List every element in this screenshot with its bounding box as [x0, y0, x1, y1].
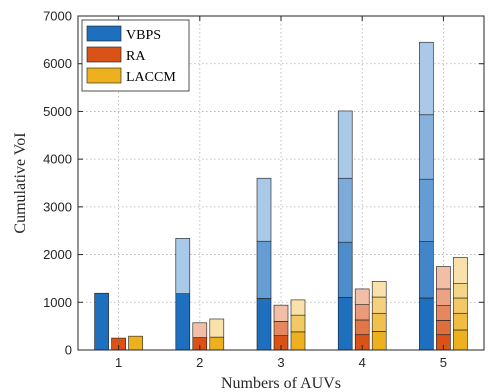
- bar-laccm-auv3-segment3: [290, 299, 306, 316]
- bar-vbps-auv5-segment4: [419, 114, 434, 180]
- bar-ra-auv5-segment2: [436, 320, 451, 336]
- bar-laccm-auv5-segment5: [453, 257, 468, 284]
- bar-vbps-auv1-segment1: [94, 292, 109, 351]
- legend-label-laccm: LACCM: [126, 70, 176, 85]
- bar-vbps-auv3-segment3: [256, 177, 272, 242]
- bar-ra-auv3-segment2: [273, 321, 289, 336]
- bar-laccm-auv4-segment4: [371, 280, 387, 298]
- bar-laccm-auv2-segment1: [209, 336, 225, 351]
- bar-laccm-auv5-segment4: [453, 283, 468, 299]
- bar-laccm-auv5-segment1: [453, 329, 468, 351]
- bar-vbps-auv2-segment1: [175, 293, 191, 351]
- y-tick-label: 4000: [43, 152, 72, 167]
- y-tick-label: 3000: [43, 199, 72, 214]
- x-axis-label: Numbers of AUVs: [221, 375, 341, 392]
- bar-ra-auv4-segment4: [354, 288, 370, 305]
- tick-labels: 0 1000 2000 3000 4000 5000 6000 7000 1 2 3 4 5: [43, 9, 447, 371]
- y-tick-label: 6000: [43, 56, 72, 71]
- y-tick-label: 2000: [43, 247, 72, 262]
- bar-laccm-auv3-segment2: [290, 314, 306, 333]
- y-tick-label: 7000: [43, 9, 72, 24]
- bar-ra-auv4-segment2: [354, 319, 370, 336]
- bar-laccm-auv4-segment1: [371, 331, 387, 351]
- bar-vbps-auv5-segment3: [419, 178, 434, 242]
- bar-vbps-auv5-segment5: [419, 41, 434, 116]
- bar-vbps-auv4-segment4: [337, 110, 353, 179]
- bar-vbps-auv4-segment3: [337, 177, 353, 243]
- bar-vbps-auv5-segment1: [419, 297, 434, 351]
- bar-laccm-auv3-segment1: [290, 331, 306, 351]
- bar-vbps-auv4-segment1: [337, 297, 353, 351]
- y-tick-label: 1000: [43, 295, 72, 310]
- legend-swatch-vbps: [86, 25, 122, 42]
- legend-label-vbps: VBPS: [126, 28, 161, 43]
- x-tick-label: 1: [115, 355, 122, 370]
- bar-laccm-auv4-segment2: [371, 312, 387, 332]
- bar-ra-auv5-segment3: [436, 305, 451, 321]
- bar-ra-auv5-segment4: [436, 288, 451, 306]
- bar-ra-auv3-segment3: [273, 304, 289, 322]
- x-tick-label: 2: [196, 355, 203, 370]
- x-tick-label: 4: [359, 355, 366, 370]
- x-tick-label: 5: [440, 355, 447, 370]
- bar-vbps-auv5-segment2: [419, 241, 434, 299]
- axes: [77, 15, 485, 351]
- legend-swatch-laccm: [86, 67, 122, 84]
- bar-vbps-auv3-segment1: [256, 298, 272, 351]
- bar-ra-auv4-segment3: [354, 304, 370, 321]
- legend-label-ra: RA: [126, 49, 146, 64]
- bar-vbps-auv2-segment2: [175, 238, 191, 294]
- x-tick-label: 3: [277, 355, 284, 370]
- bar-vbps-auv4-segment2: [337, 241, 353, 298]
- bar-ra-auv5-segment5: [436, 266, 451, 290]
- y-tick-label: 5000: [43, 104, 72, 119]
- bar-laccm-auv2-segment2: [209, 318, 225, 338]
- bar-laccm-auv5-segment2: [453, 312, 468, 331]
- y-axis-label: Cumulative VoI: [12, 132, 29, 233]
- bars: [94, 41, 468, 351]
- legend: VBPS RA LACCM: [81, 19, 190, 92]
- legend-swatch-ra: [86, 46, 122, 63]
- bar-laccm-auv4-segment3: [371, 296, 387, 314]
- bar-vbps-auv3-segment2: [256, 240, 272, 299]
- bar-laccm-auv5-segment3: [453, 297, 468, 314]
- y-tick-label: 0: [65, 343, 72, 358]
- bar-ra-auv2-segment2: [192, 322, 208, 338]
- bar-laccm-auv1-segment1: [128, 335, 143, 351]
